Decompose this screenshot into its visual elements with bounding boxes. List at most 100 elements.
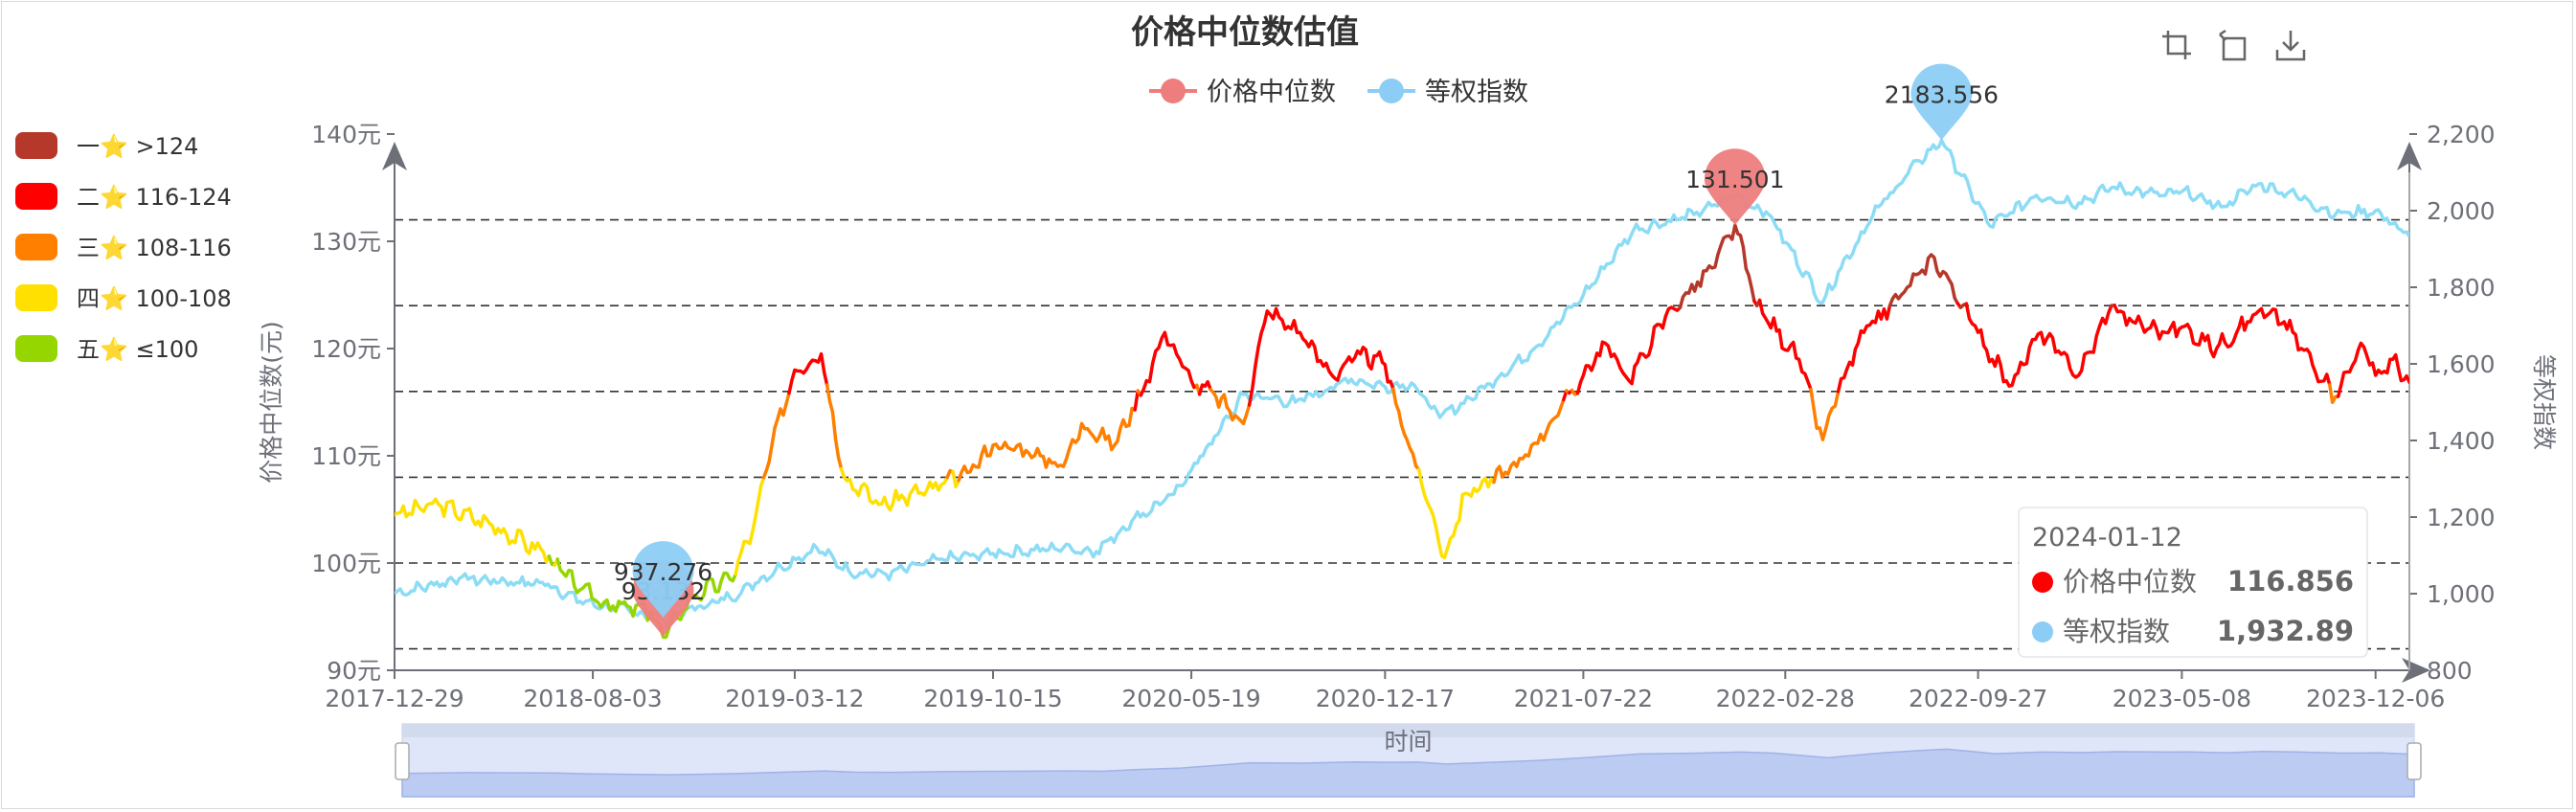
legend-marker (1161, 79, 1186, 103)
price-series-segment (1133, 389, 1140, 412)
legend: 价格中位数 等权指数 (1149, 78, 1528, 107)
restore-icon[interactable] (2219, 29, 2247, 61)
price-series-segment (1492, 397, 1566, 485)
x-tick-label: 2020-05-19 (1121, 685, 1260, 712)
legend-marker (1379, 79, 1404, 103)
tooltip-series-name: 价格中位数 (2063, 566, 2197, 598)
y-right-tick-label: 1,400 (2427, 427, 2496, 455)
price-series-segment (1678, 223, 1756, 309)
y-left-tick-label: 110元 (311, 442, 381, 470)
x-tick-label: 2020-12-17 (1316, 685, 1455, 712)
legend-label: 等权指数 (1425, 78, 1528, 107)
data-zoom-handle-right[interactable] (2407, 742, 2422, 780)
price-series-segment (1197, 379, 1212, 396)
visual-map-swatch[interactable] (15, 132, 57, 159)
x-tick-label: 2018-08-03 (523, 685, 662, 712)
tooltip-value: 1,932.89 (2217, 615, 2354, 647)
price-series-segment (1836, 304, 1892, 394)
zoom-icon[interactable] (2162, 31, 2191, 59)
x-tick-label: 2019-03-12 (725, 685, 864, 712)
mark-point-pin[interactable] (1704, 148, 1766, 226)
x-tick-label: 2023-12-06 (2306, 685, 2445, 712)
y-axis-left-arrow (382, 142, 407, 170)
x-tick-label: 2017-12-29 (325, 685, 463, 712)
y-axis-right-title: 等权指数 (2530, 354, 2558, 450)
price-series-segment (1139, 330, 1199, 397)
price-series-segment (734, 475, 766, 576)
visual-map-label: 三⭐ 108-116 (77, 235, 232, 261)
tooltip-marker (2032, 572, 2053, 593)
visual-map-swatch[interactable] (15, 335, 57, 362)
tooltip-marker (2032, 621, 2053, 643)
mark-point-label: 131.501 (1685, 166, 1784, 193)
price-series-segment (957, 406, 1137, 483)
x-tick-label: 2019-10-15 (923, 685, 1062, 712)
price-series-segment (1247, 306, 1395, 407)
y-right-tick-label: 2,200 (2427, 121, 2496, 148)
price-series-segment (787, 351, 829, 395)
visual-map-swatch[interactable] (15, 234, 57, 260)
price-series-segment (1887, 253, 1959, 308)
visual-map-label: 四⭐ 100-108 (77, 285, 232, 312)
y-left-tick-label: 90元 (327, 657, 381, 685)
y-right-tick-label: 2,000 (2427, 197, 2496, 225)
mark-point-pin[interactable] (1910, 63, 1973, 141)
y-right-tick-label: 1,600 (2427, 350, 2496, 378)
price-series-segment (951, 469, 960, 489)
price-series-segment (1809, 387, 1841, 441)
visual-map-label: 二⭐ 116-124 (77, 184, 232, 211)
price-series-segment (2113, 304, 2332, 387)
toolbox (2162, 29, 2306, 61)
price-series-segment (1964, 302, 2113, 388)
tooltip-value: 116.856 (2227, 565, 2354, 598)
price-series-segment (1391, 387, 1421, 471)
price-series-segment (1575, 305, 1683, 395)
price-series-segment (761, 391, 791, 480)
price-series-segment (825, 383, 844, 471)
x-tick-label: 2021-07-22 (1514, 685, 1653, 712)
visual-map-label: 一⭐ >124 (77, 133, 198, 160)
tooltip-date: 2024-01-12 (2032, 523, 2182, 553)
price-series-segment (839, 466, 949, 512)
x-tick-label: 2023-05-08 (2113, 685, 2251, 712)
tooltip-series-name: 等权指数 (2063, 616, 2170, 647)
visual-map: 一⭐ >124 二⭐ 116-124 三⭐ 108-116 四⭐ 100-108 五⭐ … (15, 132, 232, 363)
mark-point-label: 937.276 (614, 558, 712, 586)
price-series-segment (2336, 341, 2409, 398)
data-zoom-handle-left[interactable] (395, 742, 410, 780)
price-series-segment (1416, 467, 1496, 560)
x-tick-label: 2022-02-28 (1716, 685, 1855, 712)
download-icon[interactable] (2275, 31, 2306, 61)
y-left-tick-label: 120元 (311, 335, 381, 363)
axes: 90元 100元 110元 120元 130元 140元 800 1,000 1,200 1,40… (258, 121, 2558, 712)
y-right-tick-label: 1,200 (2427, 504, 2496, 531)
price-series-segment (1757, 298, 1813, 392)
legend-label: 价格中位数 (1207, 78, 1336, 107)
index-series-line (395, 138, 2409, 626)
mark-point-label: 2183.556 (1885, 81, 1999, 109)
series-layer (395, 138, 2409, 640)
y-right-tick-label: 1,000 (2427, 580, 2496, 608)
reference-lines (395, 218, 2409, 650)
y-axis-left-title: 价格中位数(元) (258, 321, 285, 484)
x-axis-title: 时间 (1384, 728, 1432, 756)
visual-map-swatch[interactable] (15, 284, 57, 311)
chart-title: 价格中位数估值 (1131, 13, 1359, 52)
data-zoom[interactable]: 时间 (395, 723, 2422, 798)
y-right-tick-label: 800 (2427, 657, 2473, 685)
tooltip-box (2018, 507, 2368, 658)
x-tick-label: 2022-09-27 (1909, 685, 2047, 712)
visual-map-swatch[interactable] (15, 183, 57, 210)
mark-point-pin[interactable] (632, 541, 694, 619)
price-series-segment (395, 497, 552, 564)
y-right-tick-label: 1,800 (2427, 274, 2496, 302)
y-left-tick-label: 100元 (311, 550, 381, 577)
y-left-tick-label: 130元 (311, 228, 381, 256)
data-zoom-move-bar[interactable] (402, 724, 2414, 737)
visual-map-label: 五⭐ ≤100 (77, 336, 198, 363)
y-axis-right-arrow (2397, 142, 2422, 170)
data-zoom-preview (401, 748, 2415, 798)
